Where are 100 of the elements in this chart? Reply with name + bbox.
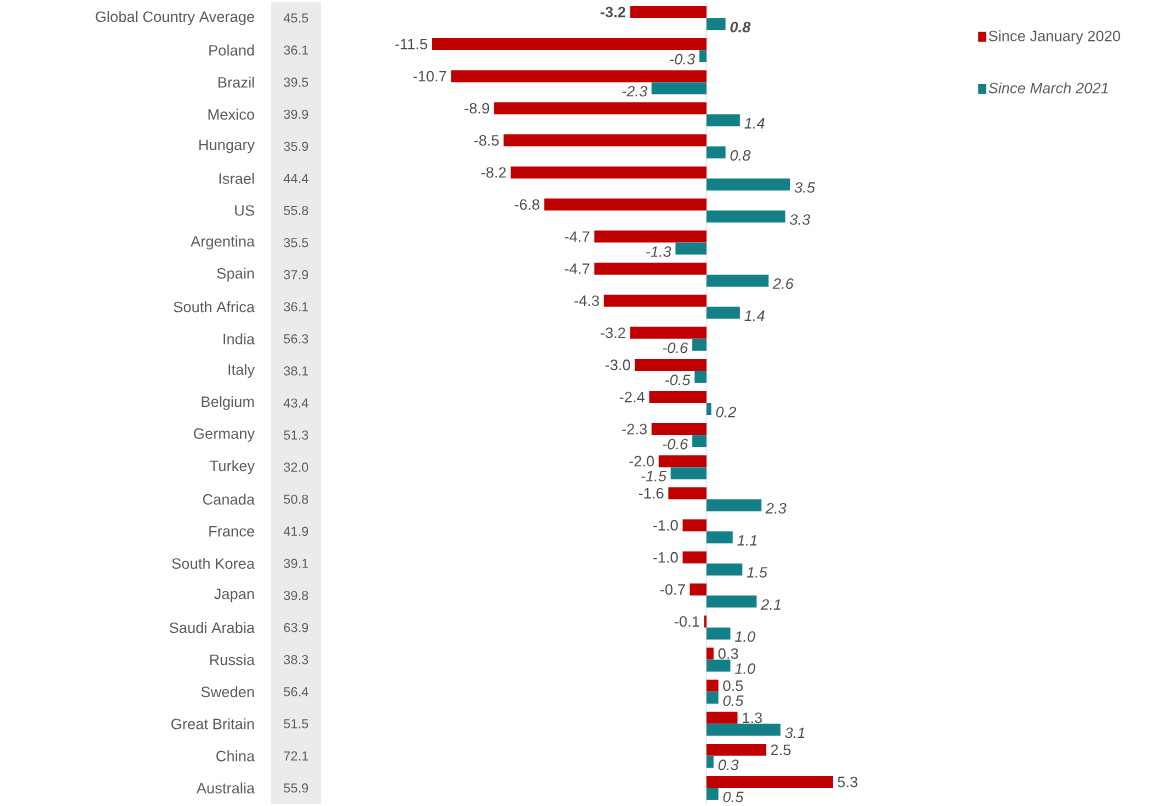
text: 38.3 bbox=[283, 655, 309, 665]
data-label: 3.5 bbox=[794, 182, 816, 193]
data-label: -6.8 bbox=[514, 199, 540, 210]
data-label: -4.7 bbox=[564, 263, 590, 274]
bar bbox=[692, 338, 707, 351]
data-label: 2.3 bbox=[765, 502, 787, 514]
text: 35.5 bbox=[283, 238, 309, 248]
text: 41.9 bbox=[283, 526, 309, 536]
bar bbox=[651, 423, 707, 436]
bar bbox=[706, 775, 833, 788]
bar bbox=[682, 519, 707, 532]
y-tick-label: Brazil bbox=[218, 76, 254, 88]
data-label: -0.7 bbox=[660, 584, 685, 595]
text: 39.5 bbox=[283, 77, 309, 87]
data-label: -2.0 bbox=[629, 455, 654, 467]
bar bbox=[682, 551, 707, 564]
bar bbox=[706, 563, 743, 576]
data-label: 0.8 bbox=[730, 21, 751, 33]
data-label: 0.5 bbox=[723, 695, 744, 707]
bar bbox=[706, 723, 781, 736]
y-tick-label: France bbox=[209, 526, 255, 537]
data-label: -10.7 bbox=[413, 70, 447, 82]
data-label: 2.6 bbox=[772, 278, 794, 289]
bar bbox=[706, 178, 791, 191]
data-label: 1.1 bbox=[737, 535, 757, 546]
text: 51.3 bbox=[283, 430, 309, 440]
text: 36.1 bbox=[283, 45, 309, 55]
bar bbox=[658, 455, 707, 468]
bar bbox=[706, 691, 719, 704]
bar bbox=[706, 595, 757, 608]
data-label: -1.0 bbox=[653, 520, 678, 531]
text: 72.1 bbox=[284, 751, 309, 761]
data-label: 0.3 bbox=[718, 759, 739, 771]
data-label: 3.1 bbox=[785, 727, 805, 739]
data-label: -0.1 bbox=[674, 616, 700, 627]
y-tick-label: Turkey bbox=[209, 460, 255, 475]
bar bbox=[494, 102, 707, 115]
data-label: -8.2 bbox=[481, 167, 506, 178]
bar bbox=[630, 326, 707, 339]
data-label: -0.6 bbox=[662, 342, 688, 354]
data-label: 0.8 bbox=[730, 150, 751, 161]
text: 51.5 bbox=[283, 719, 309, 729]
data-label: -0.6 bbox=[662, 438, 688, 450]
bar bbox=[451, 70, 707, 83]
text: 45.5 bbox=[283, 13, 309, 23]
text: 32.0 bbox=[283, 462, 309, 472]
legend-label: Since January 2020 bbox=[988, 30, 1121, 45]
bar bbox=[670, 467, 707, 480]
bar bbox=[706, 711, 738, 724]
data-label: -2.3 bbox=[622, 85, 648, 97]
y-tick-label: Italy bbox=[228, 363, 255, 378]
y-tick-label: Australia bbox=[196, 782, 255, 794]
data-label: -3.0 bbox=[605, 359, 631, 371]
bar bbox=[634, 358, 707, 371]
y-tick-label: Israel bbox=[219, 172, 254, 184]
data-label: -3.2 bbox=[600, 327, 626, 339]
text: 36.1 bbox=[283, 302, 309, 312]
text: 39.9 bbox=[283, 109, 309, 119]
bar bbox=[603, 294, 707, 307]
y-tick-label: Sweden bbox=[201, 686, 254, 698]
legend-label: Since March 2021 bbox=[988, 82, 1108, 94]
text: 38.1 bbox=[283, 366, 309, 376]
bar bbox=[594, 230, 707, 243]
bar bbox=[706, 743, 767, 756]
bar bbox=[706, 627, 731, 640]
data-label: 1.4 bbox=[744, 310, 765, 321]
bar bbox=[706, 787, 719, 800]
data-label: 3.3 bbox=[789, 214, 811, 225]
bar bbox=[689, 583, 707, 596]
y-tick-label: Canada bbox=[203, 493, 255, 505]
text: 56.3 bbox=[283, 334, 309, 344]
data-label: 1.4 bbox=[744, 118, 765, 129]
text: 55.8 bbox=[283, 205, 309, 216]
data-label: 0.5 bbox=[723, 680, 743, 692]
text: 44.4 bbox=[283, 173, 309, 183]
text: 56.4 bbox=[283, 687, 309, 697]
bar bbox=[706, 531, 733, 544]
bar bbox=[503, 134, 707, 147]
text: 50.8 bbox=[283, 494, 309, 504]
bar bbox=[706, 18, 726, 31]
text: 37.9 bbox=[283, 270, 309, 280]
text: 39.1 bbox=[283, 558, 309, 568]
data-label: -1.3 bbox=[646, 246, 672, 257]
bar bbox=[706, 659, 731, 672]
y-tick-label: Saudi Arabia bbox=[169, 622, 255, 634]
bar bbox=[594, 262, 707, 275]
data-label: -8.9 bbox=[464, 102, 490, 114]
text: 35.9 bbox=[283, 141, 309, 151]
y-tick-label: Mexico bbox=[208, 108, 255, 120]
bar bbox=[432, 38, 707, 51]
bar bbox=[510, 166, 707, 179]
data-label: -4.3 bbox=[574, 295, 599, 307]
data-label: 1.0 bbox=[734, 631, 756, 642]
data-label: 0.2 bbox=[716, 406, 737, 418]
data-label: -4.7 bbox=[564, 231, 590, 242]
y-tick-label: Argentina bbox=[190, 235, 255, 250]
data-label: 1.3 bbox=[742, 712, 762, 724]
data-label: 2.1 bbox=[760, 599, 781, 610]
y-tick-label: China bbox=[216, 750, 255, 762]
y-tick-label: South Korea bbox=[172, 557, 255, 569]
